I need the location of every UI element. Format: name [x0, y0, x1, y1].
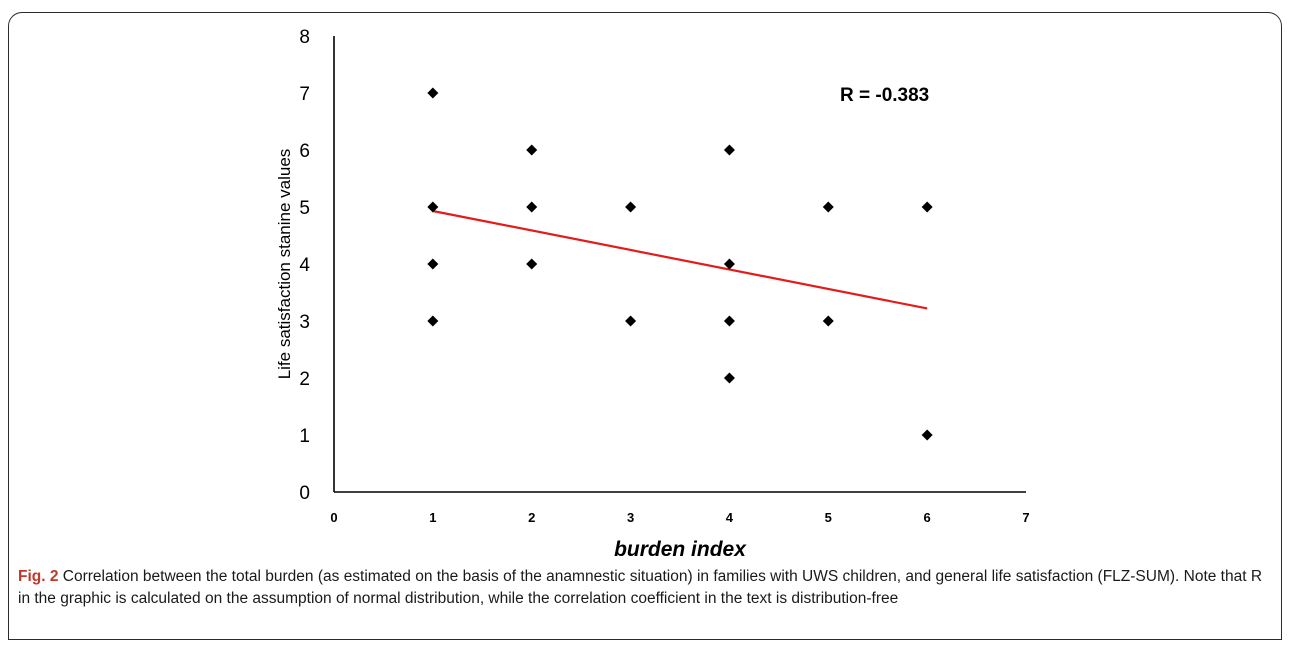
y-axis-ticks: 0 1 2 3 4 5 6 7 8 — [299, 27, 310, 504]
data-point — [526, 201, 538, 213]
x-tick-label: 4 — [726, 510, 734, 525]
data-points — [427, 87, 933, 441]
y-tick-label: 0 — [299, 483, 310, 504]
data-point — [921, 429, 933, 441]
data-point — [723, 372, 735, 384]
y-tick-label: 2 — [299, 369, 310, 390]
x-tick-label: 6 — [924, 510, 931, 525]
data-point — [427, 87, 439, 99]
x-tick-label: 7 — [1022, 510, 1029, 525]
data-point — [526, 144, 538, 156]
data-point — [625, 201, 637, 213]
data-point — [822, 201, 834, 213]
figure-caption: Fig. 2 Correlation between the total bur… — [18, 566, 1270, 610]
data-point — [723, 315, 735, 327]
data-point — [723, 144, 735, 156]
x-tick-label: 2 — [528, 510, 535, 525]
x-tick-label: 5 — [825, 510, 832, 525]
y-tick-label: 5 — [299, 198, 310, 219]
x-axis-label: burden index — [614, 538, 747, 560]
x-tick-label: 1 — [429, 510, 436, 525]
data-point — [723, 258, 735, 270]
data-point — [427, 315, 439, 327]
data-point — [526, 258, 538, 270]
data-point — [822, 315, 834, 327]
figure-frame — [8, 12, 1282, 640]
correlation-annotation: R = -0.383 — [840, 85, 929, 106]
data-point — [625, 315, 637, 327]
x-tick-label: 0 — [330, 510, 337, 525]
x-tick-label: 3 — [627, 510, 634, 525]
y-tick-label: 4 — [299, 255, 310, 276]
y-tick-label: 6 — [299, 141, 310, 162]
y-axis-label: Life satisfaction stanine values — [275, 149, 294, 380]
figure-caption-text: Correlation between the total burden (as… — [18, 568, 1263, 607]
scatter-chart: 0 1 2 3 4 5 6 7 8 0 1 2 3 4 5 6 7 R = -0.383 Life satis… — [275, 27, 1030, 560]
trend-line — [432, 209, 928, 310]
y-tick-label: 1 — [299, 426, 310, 447]
y-tick-label: 8 — [299, 27, 310, 48]
y-tick-label: 3 — [299, 312, 310, 333]
y-tick-label: 7 — [299, 84, 310, 105]
data-point — [427, 258, 439, 270]
data-point — [427, 201, 439, 213]
figure-label: Fig. 2 — [18, 568, 59, 585]
x-axis-ticks: 0 1 2 3 4 5 6 7 — [330, 510, 1029, 525]
data-point — [921, 201, 933, 213]
